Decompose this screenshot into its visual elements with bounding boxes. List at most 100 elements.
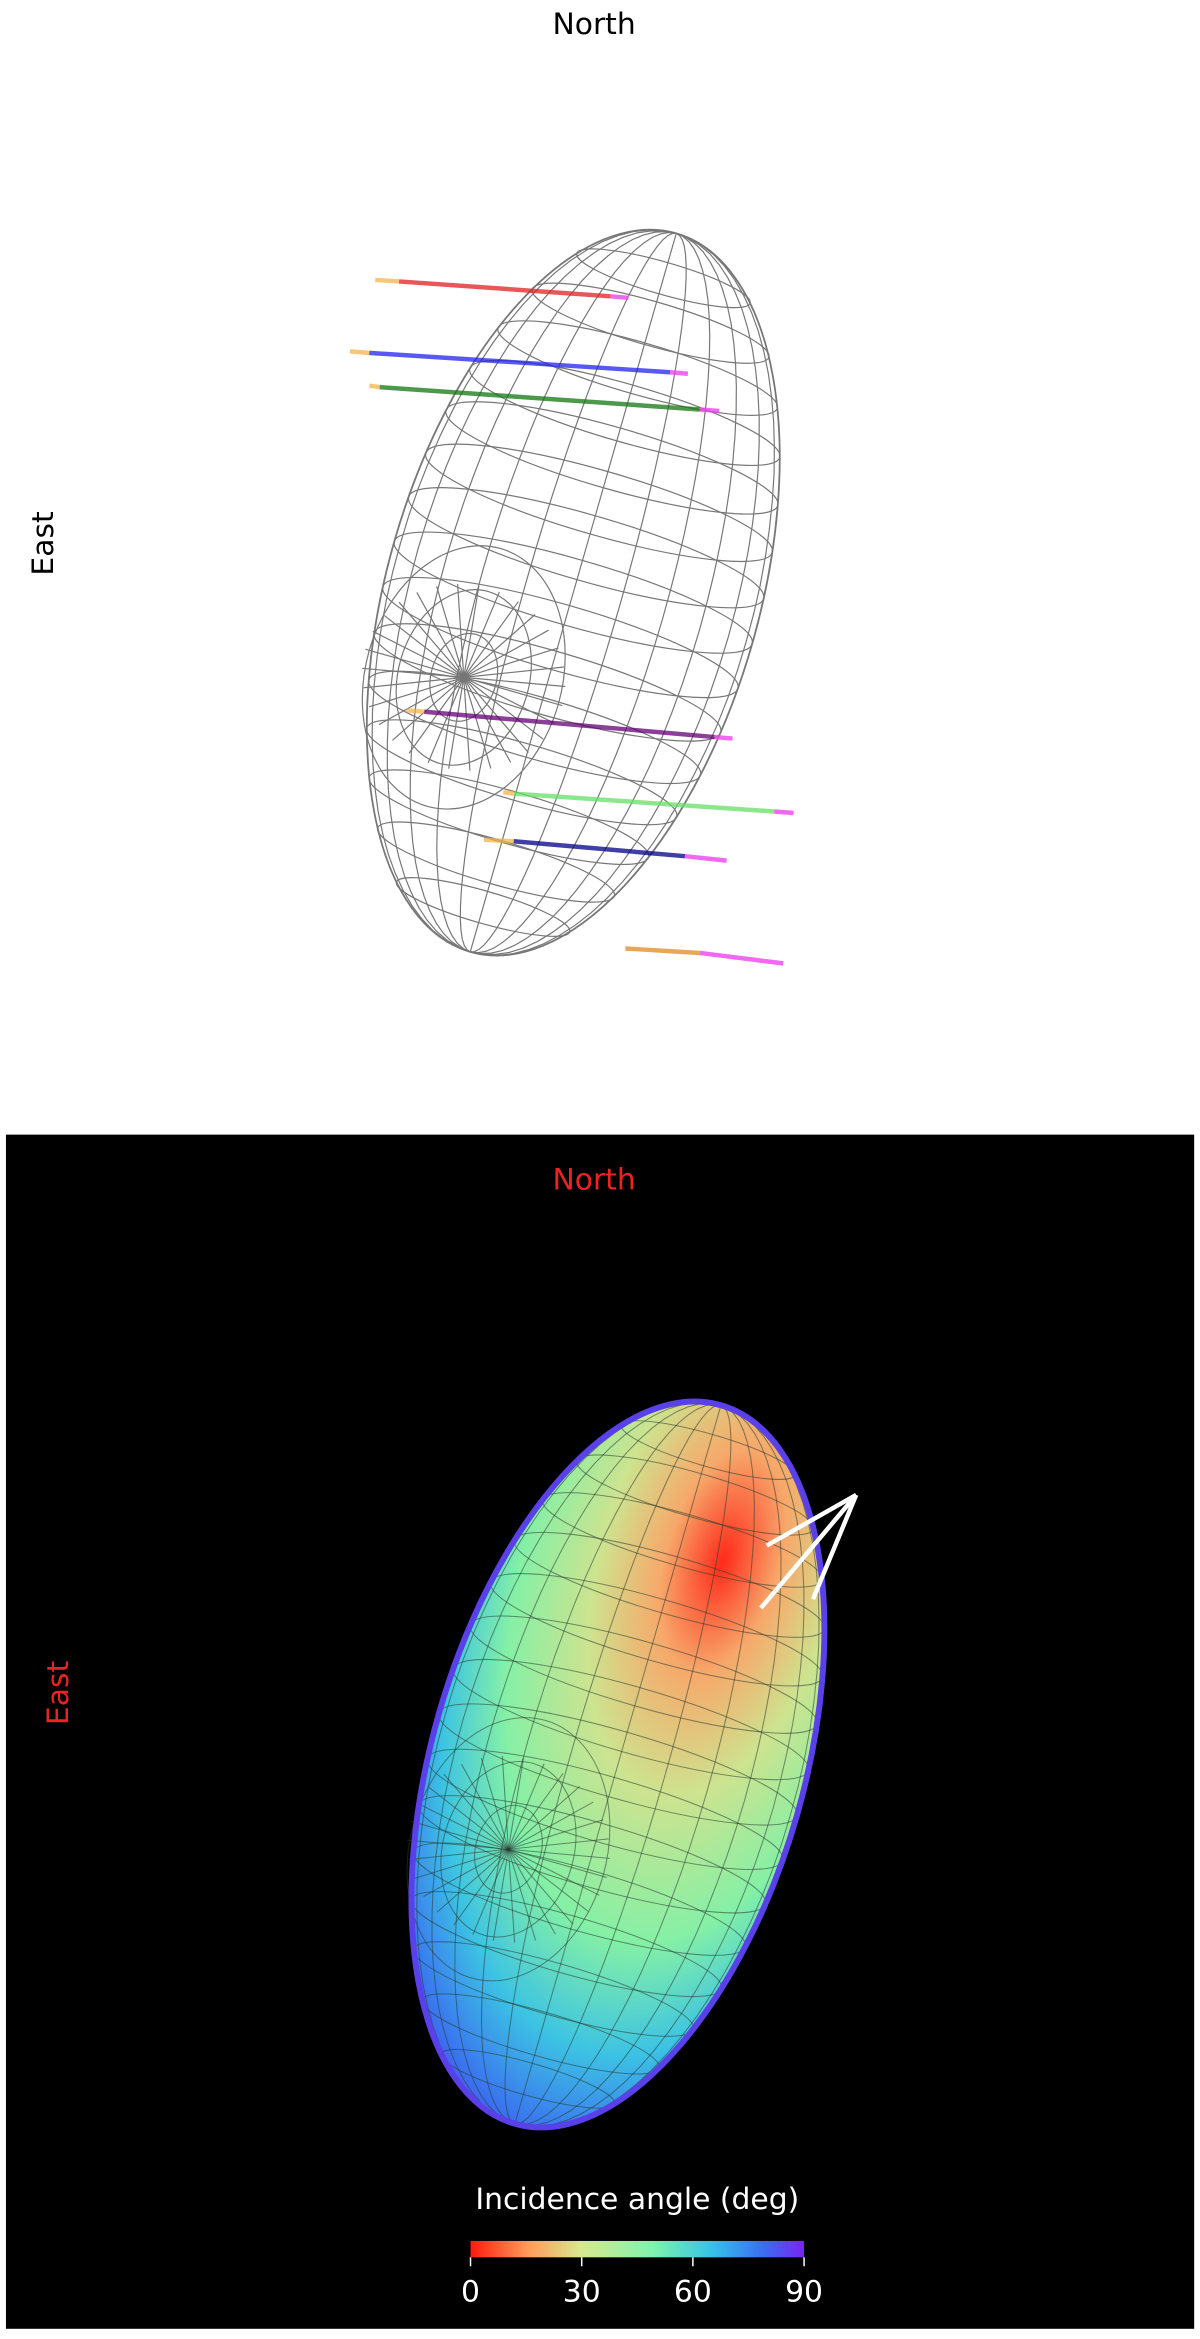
- spoke: [406, 1839, 509, 1850]
- north-label: North: [552, 1162, 635, 1197]
- colorbar: [470, 2240, 805, 2258]
- east-label: East: [26, 511, 61, 575]
- chord-tail: [610, 294, 629, 301]
- colorbar-label: Incidence angle (deg): [475, 2182, 799, 2217]
- chord: [379, 384, 700, 412]
- chord-tail: [774, 809, 794, 816]
- spoke: [463, 601, 519, 678]
- spoke: [398, 601, 465, 678]
- meridian: [454, 1402, 722, 2125]
- spoke: [427, 677, 465, 764]
- chord-lead: [349, 349, 370, 356]
- pole-ring: [429, 632, 499, 722]
- meridian: [431, 1402, 722, 2125]
- spoke: [508, 1848, 600, 1896]
- meridian: [436, 231, 677, 953]
- meridian: [469, 233, 677, 953]
- spoke: [423, 1848, 509, 1897]
- colorbar-tick-label: 90: [785, 2275, 823, 2310]
- spoke: [417, 1802, 509, 1850]
- meridian: [470, 232, 737, 955]
- spoke: [507, 1849, 537, 1941]
- spoke: [409, 1820, 509, 1850]
- spoke: [457, 584, 465, 678]
- chord: [513, 839, 686, 859]
- arrow-head: [765, 1493, 858, 1548]
- meridian: [459, 232, 677, 953]
- chord-lead: [483, 837, 514, 844]
- spoke: [368, 676, 464, 708]
- spoke: [508, 1848, 611, 1859]
- spoke: [508, 1785, 581, 1850]
- chord-lead: [406, 708, 425, 714]
- chord-tail: [699, 950, 784, 966]
- spoke: [453, 1848, 509, 1926]
- chord-lead: [368, 383, 381, 390]
- spoke: [492, 1849, 509, 1941]
- spoke: [463, 585, 480, 678]
- spoke: [463, 677, 492, 769]
- spoke: [463, 677, 529, 753]
- chord: [625, 946, 700, 956]
- colorbar-tick-label: 60: [674, 2275, 712, 2310]
- chord: [369, 350, 671, 375]
- spoke: [472, 1849, 509, 1935]
- spoke: [463, 614, 536, 678]
- spoke: [408, 1848, 509, 1861]
- spoke: [463, 677, 471, 771]
- colorbar-ticks: 0 30 60 90: [461, 2257, 823, 2310]
- chord: [424, 709, 715, 740]
- meridian: [470, 232, 687, 953]
- meridian: [504, 1404, 721, 2125]
- spoke: [436, 586, 465, 678]
- spoke: [463, 676, 555, 725]
- meridian: [514, 1404, 755, 2126]
- spoke: [508, 1838, 609, 1850]
- chord-lead: [502, 789, 515, 796]
- pole-ring: [440, 1760, 577, 1938]
- meridian: [514, 1404, 805, 2127]
- meridian: [470, 232, 711, 954]
- pole-ring: [361, 545, 566, 810]
- meridian: [409, 231, 677, 953]
- chord-tail: [684, 853, 727, 863]
- arrow-shaft: [759, 1493, 858, 1610]
- spoke: [461, 1764, 509, 1850]
- north-label: North: [552, 7, 635, 42]
- limb: [408, 1398, 828, 2131]
- spoke: [508, 1801, 594, 1850]
- spoke: [448, 677, 465, 769]
- spoke: [378, 676, 465, 726]
- chord: [398, 279, 611, 299]
- spoke: [508, 1819, 604, 1850]
- outline: [365, 228, 781, 957]
- meridian: [514, 1404, 782, 2126]
- spoke: [463, 676, 566, 688]
- sun-arrow: [759, 1493, 859, 1610]
- spoke: [508, 1848, 574, 1925]
- chord: [513, 791, 775, 814]
- spoke: [507, 1763, 545, 1850]
- spoke: [463, 676, 563, 707]
- pole-ring: [395, 589, 532, 766]
- chord-tail: [714, 734, 733, 741]
- east-label: East: [41, 1661, 76, 1725]
- spoke: [362, 667, 464, 678]
- arrow-head: [810, 1494, 859, 1601]
- pole-ring: [474, 1804, 543, 1894]
- shaded-body: [406, 1398, 828, 2131]
- spoke: [508, 1773, 564, 1850]
- spoke: [463, 677, 512, 763]
- chord-lead: [375, 277, 400, 284]
- wireframe: [361, 228, 781, 957]
- spoke: [408, 677, 465, 754]
- chord-tail: [699, 407, 720, 414]
- spoke: [383, 614, 465, 678]
- colorbar-tick-label: 30: [563, 2275, 601, 2310]
- colorbar-tick-label: 0: [461, 2275, 480, 2310]
- spoke: [480, 1757, 509, 1850]
- spoke: [413, 1848, 509, 1880]
- meridian: [386, 230, 677, 953]
